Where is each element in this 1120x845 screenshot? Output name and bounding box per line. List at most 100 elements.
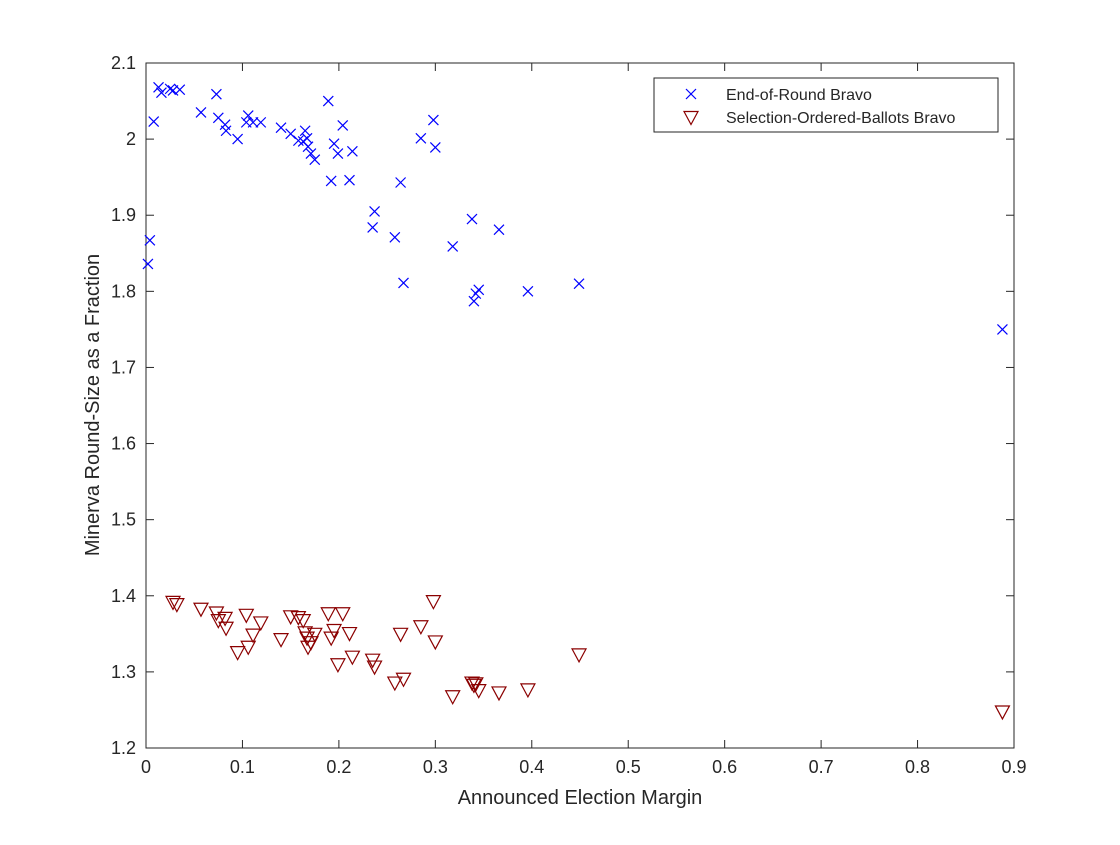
data-point-x-stroke — [142, 258, 154, 270]
plot-area — [145, 62, 1015, 749]
data-point-x — [447, 241, 459, 252]
data-point-x-stroke — [164, 83, 176, 95]
data-point-x — [573, 278, 585, 290]
data-point-x — [302, 141, 314, 153]
data-point-x-stroke — [247, 116, 259, 128]
x-axis-ticks: 0 0.1 0.2 0.3 0.4 0.5 0.6 0.7 0.8 0.9 — [141, 63, 1027, 777]
data-point-x-stroke — [369, 205, 380, 217]
data-point-x-stroke — [522, 285, 534, 297]
data-point-x-stroke — [299, 125, 311, 137]
data-point-x-stroke — [447, 241, 459, 252]
data-point-x-stroke — [473, 284, 485, 296]
x-tick-label: 0.8 — [905, 757, 930, 777]
data-point-x — [255, 116, 267, 128]
data-point-x-stroke — [332, 148, 344, 159]
data-point-triangle — [229, 645, 246, 661]
data-point-triangle — [295, 614, 312, 629]
data-point-x-stroke — [367, 221, 379, 233]
x-tick-label: 0.5 — [616, 757, 641, 777]
legend-x-marker — [685, 88, 697, 100]
data-point-x-stroke — [997, 323, 1008, 335]
y-tick-label: 1.6 — [111, 434, 136, 454]
data-point-x-stroke — [573, 278, 585, 290]
data-point-triangle — [425, 595, 442, 610]
y-axis-ticks: 1.2 1.3 1.4 1.5 1.6 1.7 1.8 1.9 2 2.1 — [111, 53, 1014, 758]
data-point-x — [415, 132, 427, 144]
series-layer — [142, 81, 1011, 721]
series-1 — [164, 595, 1011, 721]
data-point-triangle — [273, 633, 290, 648]
data-point-x-stroke — [148, 116, 160, 128]
data-point-x-stroke — [309, 154, 321, 166]
data-point-x-stroke — [325, 175, 337, 187]
legend: End-of-Round Bravo Selection-Ordered-Bal… — [653, 77, 999, 133]
data-point-x-stroke — [395, 177, 407, 188]
data-point-x — [242, 110, 254, 121]
data-point-triangle — [238, 608, 255, 624]
data-point-x — [522, 285, 534, 297]
data-point-x-stroke — [305, 148, 317, 159]
data-point-x — [337, 119, 349, 131]
y-tick-label: 1.8 — [111, 281, 136, 301]
x-tick-label: 0.3 — [423, 757, 448, 777]
data-point-x-stroke — [212, 112, 224, 124]
data-point-triangle — [192, 602, 209, 618]
legend-label-selection-ordered-ballots-bravo: Selection-Ordered-Ballots Bravo — [726, 110, 956, 127]
data-point-triangle — [306, 627, 323, 643]
data-point-x — [232, 133, 244, 145]
y-tick-label: 1.3 — [111, 662, 136, 682]
data-point-x — [305, 148, 317, 159]
data-point-triangle — [490, 686, 507, 702]
series-0 — [142, 81, 1008, 335]
data-point-x-stroke — [242, 110, 254, 121]
data-point-x — [322, 95, 334, 107]
data-point-x — [220, 125, 232, 137]
data-point-x — [156, 87, 167, 99]
data-point-x — [468, 295, 480, 307]
data-point-triangle — [245, 628, 262, 644]
x-tick-label: 0.6 — [712, 757, 737, 777]
data-point-triangle — [427, 635, 444, 651]
data-point-triangle — [392, 627, 409, 643]
data-point-x-stroke — [292, 135, 304, 147]
data-point-x — [142, 258, 154, 270]
data-point-triangle — [302, 636, 319, 651]
data-point-x-stroke — [493, 224, 505, 236]
data-point-x — [473, 284, 485, 296]
data-point-triangle — [329, 658, 346, 674]
data-point-x-stroke — [302, 141, 314, 153]
data-point-triangle — [341, 626, 358, 642]
data-point-triangle — [164, 595, 182, 611]
data-point-x — [369, 205, 380, 217]
x-tick-label: 0 — [141, 757, 151, 777]
data-point-x-stroke — [275, 122, 287, 134]
x-tick-label: 0.2 — [326, 757, 351, 777]
data-point-triangle — [320, 607, 337, 623]
data-point-x-stroke — [322, 95, 334, 107]
data-point-x-stroke — [346, 145, 358, 157]
data-point-triangle — [395, 672, 412, 688]
y-tick-label: 2 — [126, 129, 136, 149]
data-point-triangle — [218, 621, 235, 637]
data-point-x-stroke — [415, 132, 427, 144]
data-point-x — [292, 135, 304, 147]
data-point-x-stroke — [429, 142, 441, 153]
legend-x-marker-stroke — [685, 88, 697, 100]
data-point-triangle — [210, 614, 227, 629]
y-tick-label: 1.2 — [111, 738, 136, 758]
data-point-triangle — [412, 620, 429, 635]
data-point-triangle — [208, 606, 225, 622]
data-point-x-stroke — [328, 138, 340, 150]
y-tick-label: 2.1 — [111, 53, 136, 73]
data-point-x-stroke — [153, 81, 164, 93]
data-point-x — [247, 116, 259, 128]
x-tick-label: 0.7 — [809, 757, 834, 777]
data-point-triangle — [334, 607, 351, 623]
data-point-x-stroke — [398, 277, 409, 289]
data-point-triangle — [217, 611, 234, 627]
data-point-x — [195, 107, 207, 118]
legend-box — [653, 77, 999, 133]
data-point-x-stroke — [195, 107, 207, 118]
legend-marker-selection-ordered-ballots-bravo — [682, 110, 700, 126]
data-point-x — [328, 138, 340, 150]
